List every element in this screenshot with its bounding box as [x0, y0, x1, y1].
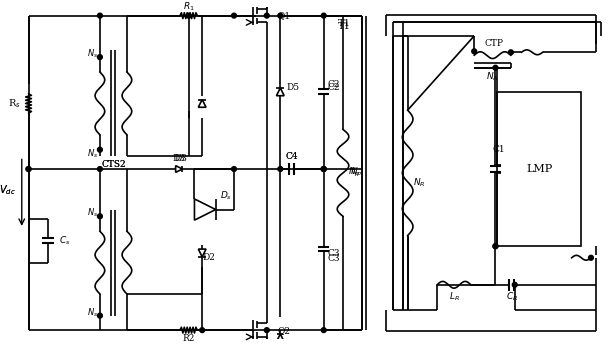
Circle shape: [97, 214, 102, 219]
Circle shape: [512, 282, 517, 287]
Circle shape: [509, 50, 513, 55]
Text: D2: D2: [202, 253, 215, 262]
Text: D3: D3: [172, 154, 186, 163]
Circle shape: [231, 166, 236, 171]
Circle shape: [231, 13, 236, 18]
Circle shape: [264, 328, 269, 333]
Text: D5: D5: [286, 83, 300, 92]
Text: T1: T1: [338, 22, 351, 31]
Text: CTP: CTP: [485, 39, 504, 48]
Circle shape: [322, 328, 326, 333]
Text: D3: D3: [175, 154, 188, 163]
Circle shape: [322, 166, 326, 171]
Text: C3: C3: [327, 249, 340, 258]
Text: $C_s$: $C_s$: [60, 234, 71, 247]
Circle shape: [588, 255, 593, 260]
Text: C2: C2: [327, 79, 340, 89]
Text: $V_{dc}$: $V_{dc}$: [0, 183, 16, 197]
Polygon shape: [194, 199, 216, 220]
Text: Q1: Q1: [278, 11, 290, 20]
Text: C3: C3: [327, 254, 340, 263]
Circle shape: [186, 13, 191, 18]
Text: $N_s$: $N_s$: [86, 47, 98, 60]
Circle shape: [278, 166, 283, 171]
Circle shape: [322, 166, 326, 171]
Text: C2: C2: [327, 83, 340, 92]
Text: $N_p$: $N_p$: [348, 166, 361, 180]
Circle shape: [97, 313, 102, 318]
Text: T1: T1: [338, 19, 351, 28]
Circle shape: [97, 55, 102, 60]
Circle shape: [200, 328, 205, 333]
Circle shape: [97, 13, 102, 18]
Text: $N_s$: $N_s$: [86, 147, 98, 160]
Bar: [498, 92, 582, 246]
Text: CTS2: CTS2: [101, 160, 125, 169]
Polygon shape: [278, 334, 283, 340]
Circle shape: [322, 13, 326, 18]
Circle shape: [493, 244, 498, 249]
Text: $D_s$: $D_s$: [220, 190, 233, 202]
Circle shape: [322, 166, 326, 171]
Text: $N_A$: $N_A$: [486, 70, 499, 83]
Text: $N_R$: $N_R$: [413, 176, 426, 189]
Text: $N_s$: $N_s$: [86, 307, 98, 319]
Text: LMP: LMP: [526, 164, 552, 174]
Circle shape: [278, 13, 283, 18]
Text: $R_1$: $R_1$: [183, 1, 194, 13]
Polygon shape: [199, 99, 206, 107]
Circle shape: [26, 166, 31, 171]
Text: C1: C1: [492, 145, 505, 154]
Circle shape: [26, 166, 31, 171]
Text: R$_s$: R$_s$: [8, 97, 21, 110]
Circle shape: [493, 65, 498, 70]
Polygon shape: [175, 166, 182, 172]
Circle shape: [97, 166, 102, 171]
Polygon shape: [199, 249, 206, 257]
Text: $V_{dc}$: $V_{dc}$: [0, 183, 16, 197]
Circle shape: [264, 13, 269, 18]
Circle shape: [472, 49, 477, 54]
Text: $L_R$: $L_R$: [449, 290, 459, 303]
Text: C4: C4: [286, 152, 298, 161]
Circle shape: [493, 244, 498, 249]
Text: $C_R$: $C_R$: [506, 290, 518, 303]
Text: R2: R2: [183, 334, 195, 343]
Circle shape: [97, 147, 102, 152]
Text: Q2: Q2: [278, 326, 290, 335]
Text: $N_p$: $N_p$: [350, 166, 363, 180]
Text: C4: C4: [286, 152, 298, 161]
Text: CTS2: CTS2: [101, 160, 125, 169]
Polygon shape: [276, 88, 284, 96]
Text: $N_s$: $N_s$: [86, 206, 98, 219]
